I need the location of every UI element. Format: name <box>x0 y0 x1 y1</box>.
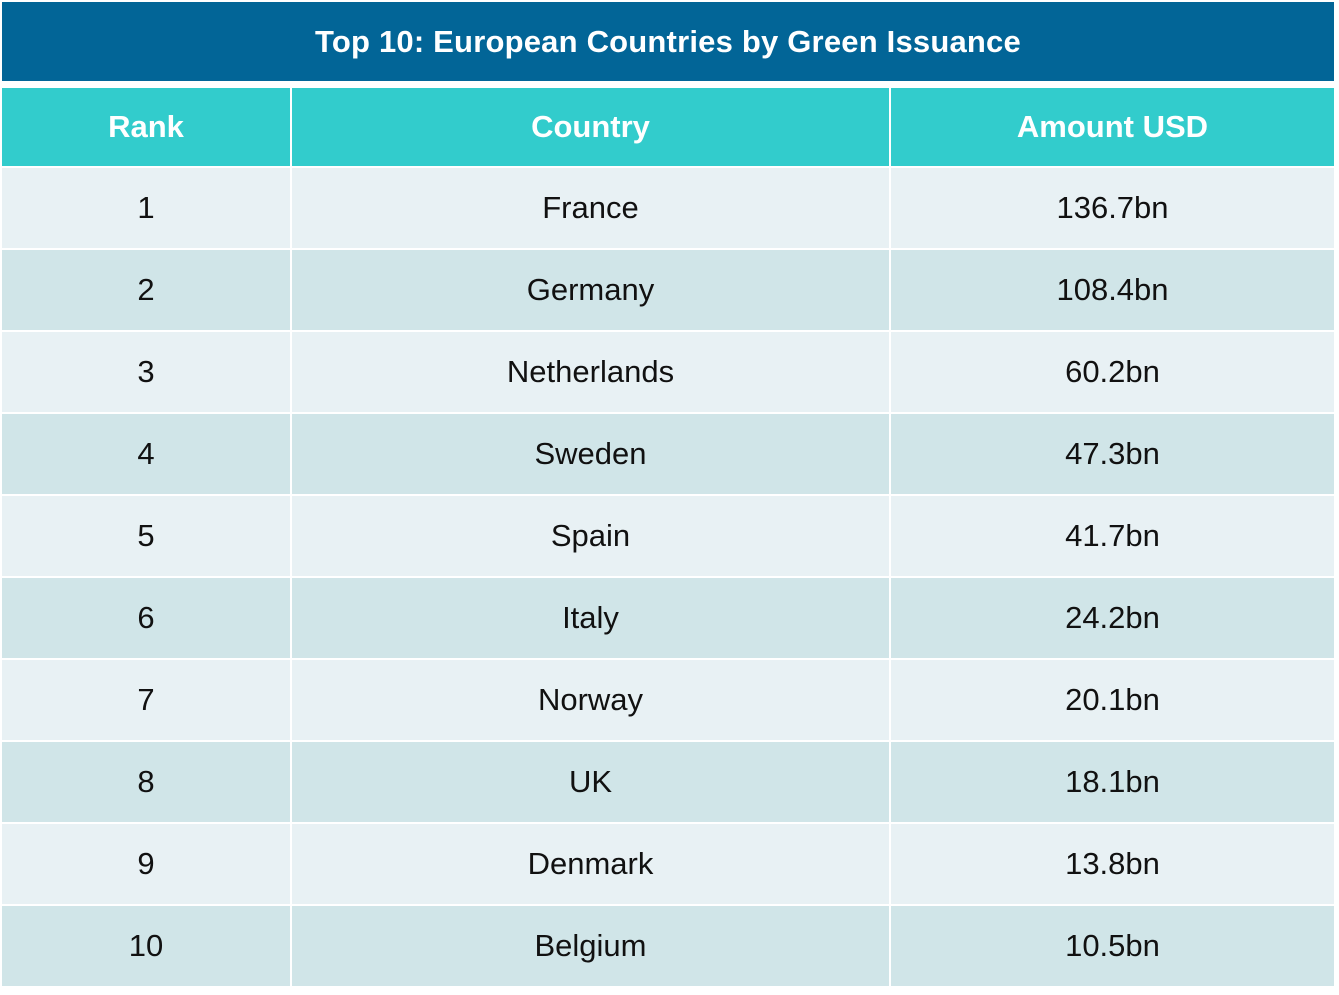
table-row: 4 Sweden 47.3bn <box>2 414 1334 494</box>
amount-cell: 13.8bn <box>891 824 1334 904</box>
rank-cell: 10 <box>2 906 290 986</box>
table-row: 7 Norway 20.1bn <box>2 660 1334 740</box>
table-row: 5 Spain 41.7bn <box>2 496 1334 576</box>
rank-cell: 3 <box>2 332 290 412</box>
amount-cell: 20.1bn <box>891 660 1334 740</box>
table-row: 10 Belgium 10.5bn <box>2 906 1334 986</box>
amount-cell: 108.4bn <box>891 250 1334 330</box>
rank-cell: 4 <box>2 414 290 494</box>
table-row: 1 France 136.7bn <box>2 168 1334 248</box>
amount-cell: 41.7bn <box>891 496 1334 576</box>
country-cell: France <box>292 168 889 248</box>
amount-cell: 60.2bn <box>891 332 1334 412</box>
table-row: 8 UK 18.1bn <box>2 742 1334 822</box>
amount-cell: 136.7bn <box>891 168 1334 248</box>
table-header-row: Rank Country Amount USD <box>2 88 1334 166</box>
table-row: 6 Italy 24.2bn <box>2 578 1334 658</box>
country-cell: Sweden <box>292 414 889 494</box>
country-cell: Netherlands <box>292 332 889 412</box>
amount-cell: 18.1bn <box>891 742 1334 822</box>
amount-cell: 47.3bn <box>891 414 1334 494</box>
column-header-rank: Rank <box>2 88 290 166</box>
rank-cell: 8 <box>2 742 290 822</box>
country-cell: UK <box>292 742 889 822</box>
table-title: Top 10: European Countries by Green Issu… <box>2 2 1334 81</box>
rank-cell: 6 <box>2 578 290 658</box>
column-header-country: Country <box>292 88 889 166</box>
country-cell: Spain <box>292 496 889 576</box>
country-cell: Norway <box>292 660 889 740</box>
rank-cell: 5 <box>2 496 290 576</box>
table-row: 9 Denmark 13.8bn <box>2 824 1334 904</box>
rank-cell: 2 <box>2 250 290 330</box>
amount-cell: 10.5bn <box>891 906 1334 986</box>
country-cell: Denmark <box>292 824 889 904</box>
rank-cell: 7 <box>2 660 290 740</box>
table-grid: Rank Country Amount USD 1 France 136.7bn… <box>2 88 1334 986</box>
column-header-amount: Amount USD <box>891 88 1334 166</box>
country-cell: Germany <box>292 250 889 330</box>
amount-cell: 24.2bn <box>891 578 1334 658</box>
country-cell: Belgium <box>292 906 889 986</box>
table-row: 3 Netherlands 60.2bn <box>2 332 1334 412</box>
table-row: 2 Germany 108.4bn <box>2 250 1334 330</box>
country-cell: Italy <box>292 578 889 658</box>
rank-cell: 9 <box>2 824 290 904</box>
rank-cell: 1 <box>2 168 290 248</box>
